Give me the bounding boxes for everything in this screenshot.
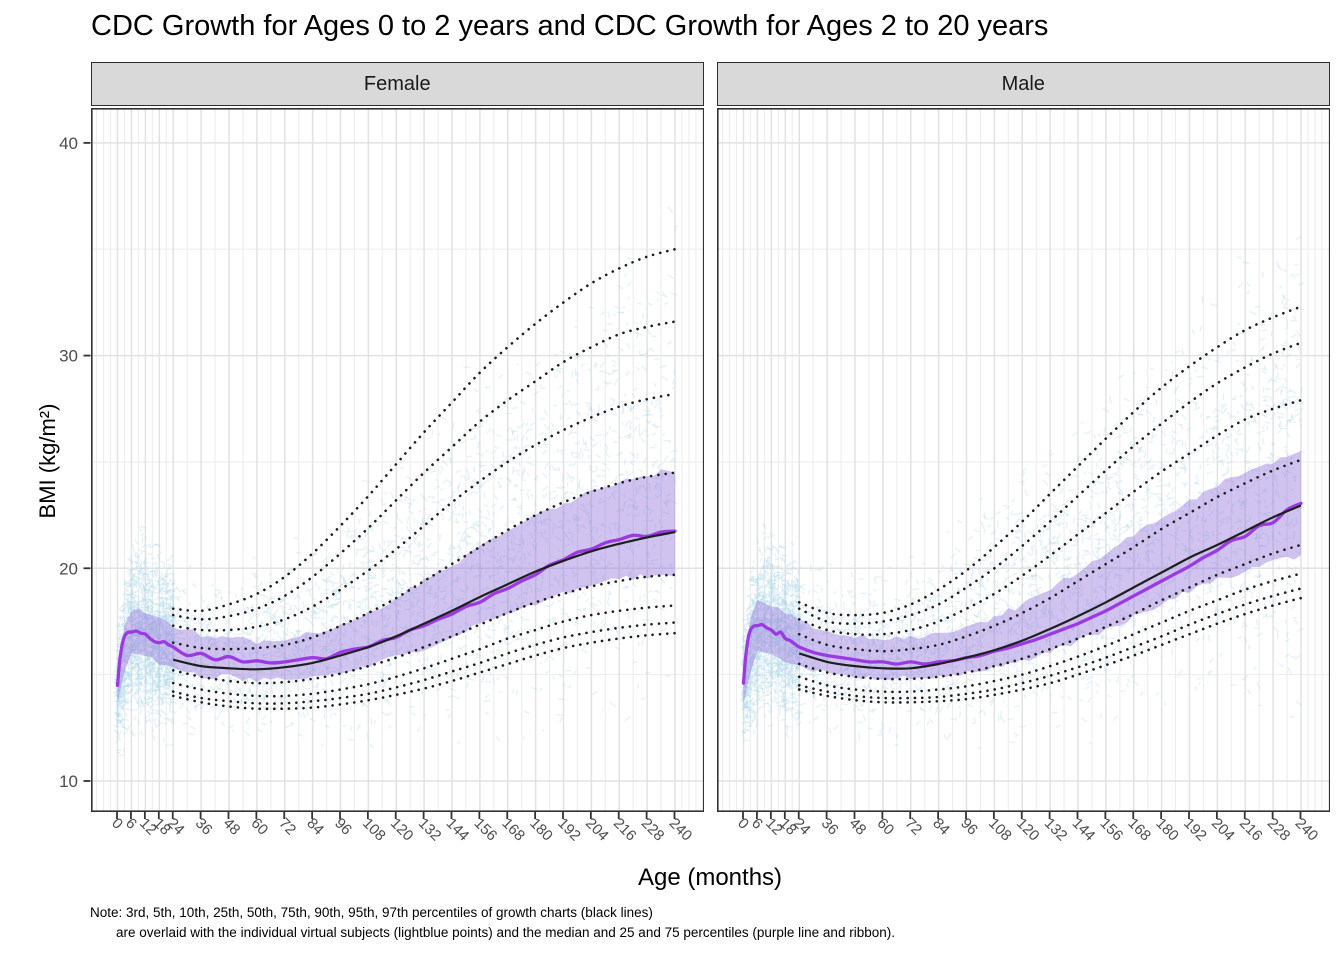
subject-cloud-layer — [739, 236, 1305, 750]
x-tick-label: 36 — [192, 815, 216, 839]
x-tick-label: 240 — [666, 815, 696, 845]
y-tick-label: 10 — [59, 772, 78, 791]
x-tick-label: 72 — [901, 815, 925, 839]
facet-strip-male: Male — [716, 62, 1330, 106]
grid-major — [716, 108, 1330, 812]
x-tick-label: 132 — [415, 815, 445, 845]
percentile-line-p95 — [171, 320, 676, 621]
panel-border — [90, 108, 704, 812]
x-tick-label: 60 — [248, 815, 272, 839]
x-tick-label: 48 — [846, 815, 870, 839]
percentile-line-p50 — [798, 504, 1301, 670]
x-tick-label: 180 — [526, 815, 556, 845]
figure-note: Note: 3rd, 5th, 10th, 25th, 50th, 75th, … — [90, 903, 895, 943]
x-tick-label: 204 — [1208, 815, 1238, 845]
percentile-line-p50 — [172, 531, 675, 671]
chart-title: CDC Growth for Ages 0 to 2 years and CDC… — [91, 10, 1049, 42]
x-tick-label: 6 — [748, 815, 766, 833]
x-tick-label: 24 — [164, 815, 188, 839]
percentile-line-p10 — [797, 572, 1302, 694]
x-tick-label: 180 — [1152, 815, 1182, 845]
note-line-2: are overlaid with the individual virtual… — [116, 925, 895, 940]
percentile-line-p10 — [171, 604, 676, 698]
x-tick-label: 108 — [359, 815, 389, 845]
x-tick-label: 240 — [1292, 815, 1322, 845]
percentile-line-p90 — [171, 392, 676, 632]
percentile-line-p97 — [171, 247, 676, 613]
x-axis-title: Age (months) — [637, 864, 783, 891]
y-tick-label: 20 — [59, 559, 78, 578]
percentile-line-p95 — [797, 341, 1302, 625]
x-tick-label: 120 — [1013, 815, 1043, 845]
x-tick-label: 144 — [1069, 815, 1099, 845]
note-line-1: Note: 3rd, 5th, 10th, 25th, 50th, 75th, … — [90, 905, 653, 920]
x-tick-label: 144 — [443, 815, 473, 845]
grid-major — [90, 108, 704, 812]
x-tick-label: 84 — [303, 815, 327, 839]
panel-plot-male — [716, 108, 1330, 812]
iqr-ribbon — [743, 451, 1301, 703]
x-tick-label: 96 — [331, 815, 355, 839]
x-tick-label: 228 — [638, 815, 668, 845]
x-tick-label: 18 — [150, 815, 174, 839]
x-tick-label: 48 — [220, 815, 244, 839]
facet-strip-female: Female — [90, 62, 704, 106]
x-tick-label: 24 — [790, 815, 814, 839]
percentile-line-p25 — [797, 543, 1302, 681]
x-tick-label: 192 — [1180, 815, 1210, 845]
facet-strip-male-label: Male — [1001, 72, 1045, 95]
growth-percentile-lines — [171, 247, 676, 711]
x-tick-label: 84 — [929, 815, 953, 839]
iqr-ribbon — [117, 469, 675, 704]
x-tick-label: 108 — [985, 815, 1015, 845]
x-tick-label: 228 — [1264, 815, 1294, 845]
x-tick-label: 12 — [762, 815, 786, 839]
median-line — [741, 501, 1303, 685]
panel-background — [716, 108, 1330, 812]
grid-minor — [90, 108, 704, 812]
x-tick-label: 156 — [471, 815, 501, 845]
facet-strip-female-label: Female — [363, 72, 431, 95]
x-tick-label: 168 — [1124, 815, 1154, 845]
x-tick-label: 132 — [1041, 815, 1071, 845]
subject-cloud-layer — [112, 206, 678, 757]
panel-plot-female — [90, 108, 704, 812]
x-tick-label: 72 — [275, 815, 299, 839]
y-tick-label: 40 — [59, 134, 78, 153]
x-tick-label: 192 — [554, 815, 584, 845]
x-tick-label: 12 — [136, 815, 160, 839]
panel-border — [716, 108, 1330, 812]
x-tick-label: 60 — [874, 815, 898, 839]
panel-background — [90, 108, 704, 812]
percentile-line-p75 — [797, 458, 1302, 653]
x-tick-label: 216 — [610, 815, 640, 845]
x-tick-label: 204 — [582, 815, 612, 845]
growth-percentile-lines — [797, 305, 1302, 704]
y-axis-title: BMI (kg/m²) — [35, 403, 60, 519]
x-tick-label: 216 — [1236, 815, 1266, 845]
x-tick-label: 96 — [957, 815, 981, 839]
x-tick-label: 168 — [498, 815, 528, 845]
x-tick-label: 156 — [1097, 815, 1127, 845]
grid-minor — [716, 108, 1330, 812]
x-tick-label: 36 — [818, 815, 842, 839]
x-tick-label: 0 — [108, 815, 126, 833]
x-tick-label: 120 — [387, 815, 417, 845]
x-tick-label: 6 — [122, 815, 140, 833]
x-tick-label: 0 — [734, 815, 752, 833]
x-tick-label: 18 — [776, 815, 800, 839]
percentile-line-p5 — [797, 587, 1302, 700]
y-tick-label: 30 — [59, 347, 78, 366]
percentile-line-p3 — [797, 596, 1302, 704]
